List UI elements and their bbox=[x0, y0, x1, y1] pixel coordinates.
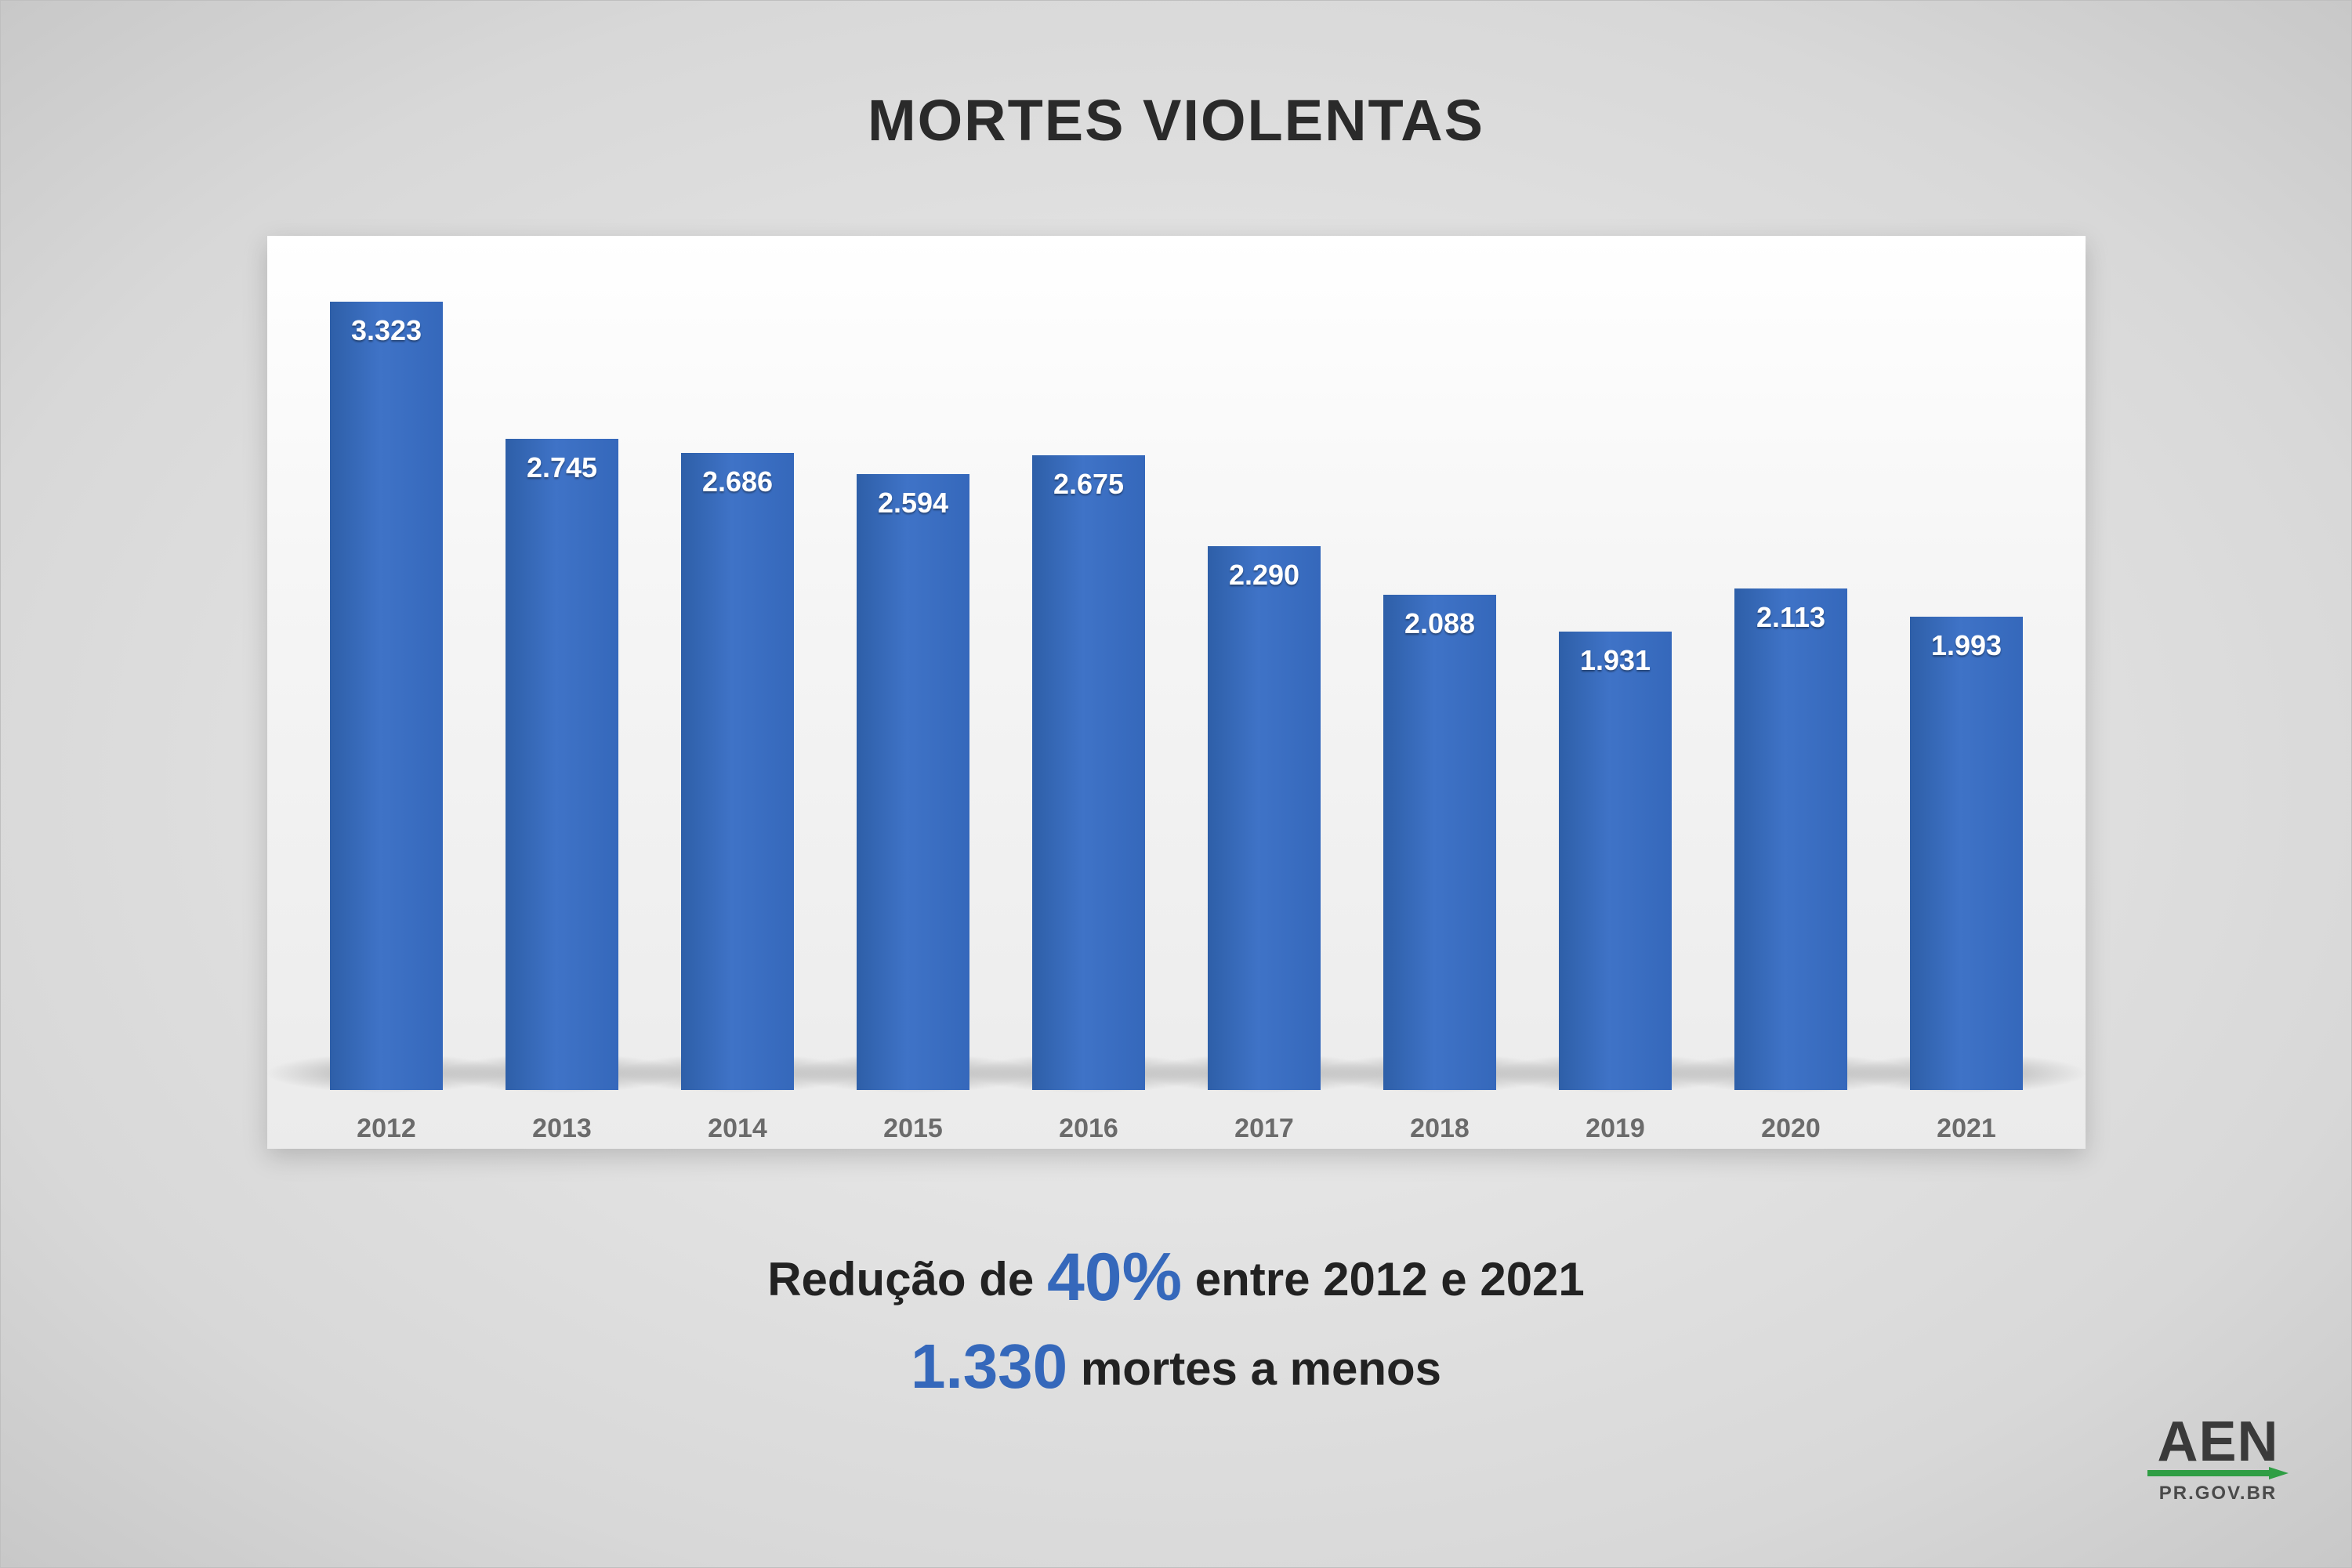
caption-line1-pre: Redução de bbox=[767, 1253, 1047, 1305]
xaxis-tick: 2014 bbox=[650, 1114, 825, 1144]
xaxis-tick: 2020 bbox=[1703, 1114, 1879, 1144]
bar-value-label: 1.931 bbox=[1559, 644, 1671, 677]
bar-chart-plot: 3.323 2.745 2.686 2.594 2.675 2.290 2.088 1.931… bbox=[299, 259, 2054, 1090]
xaxis-tick: 2016 bbox=[1001, 1114, 1176, 1144]
bar-value-label: 2.686 bbox=[681, 465, 793, 498]
logo-sub-text: PR.GOV.BR bbox=[2147, 1483, 2289, 1505]
logo-arrow-icon bbox=[2147, 1468, 2289, 1478]
bar: 1.931 bbox=[1559, 632, 1671, 1090]
xaxis-tick: 2012 bbox=[299, 1114, 474, 1144]
bar: 2.088 bbox=[1383, 595, 1495, 1090]
bar-slot: 2.290 bbox=[1176, 259, 1352, 1090]
caption-line2-post: mortes a menos bbox=[1067, 1342, 1441, 1395]
bar-chart-xaxis: 2012201320142015201620172018201920202021 bbox=[299, 1090, 2054, 1144]
bar-slot: 3.323 bbox=[299, 259, 474, 1090]
bar-slot: 2.594 bbox=[825, 259, 1001, 1090]
bar-value-label: 1.993 bbox=[1910, 629, 2022, 662]
caption-line2-big: 1.330 bbox=[911, 1331, 1067, 1401]
bar-slot: 1.931 bbox=[1528, 259, 1703, 1090]
bar: 1.993 bbox=[1910, 617, 2022, 1090]
bar: 2.686 bbox=[681, 453, 793, 1090]
bar-value-label: 2.113 bbox=[1734, 601, 1846, 634]
bar: 2.113 bbox=[1734, 588, 1846, 1090]
bar-value-label: 2.675 bbox=[1032, 468, 1144, 501]
bar: 3.323 bbox=[330, 302, 442, 1090]
bar-slot: 2.745 bbox=[474, 259, 650, 1090]
bar: 2.675 bbox=[1032, 455, 1144, 1090]
bar: 2.745 bbox=[506, 439, 618, 1090]
xaxis-tick: 2019 bbox=[1528, 1114, 1703, 1144]
caption-line1-post: entre 2012 e 2021 bbox=[1182, 1253, 1585, 1305]
bar-value-label: 2.594 bbox=[857, 487, 969, 520]
source-logo: AEN PR.GOV.BR bbox=[2147, 1419, 2289, 1505]
bar-slot: 2.686 bbox=[650, 259, 825, 1090]
bar-value-label: 3.323 bbox=[330, 314, 442, 347]
page-title: MORTES VIOLENTAS bbox=[1, 87, 2351, 154]
xaxis-tick: 2015 bbox=[825, 1114, 1001, 1144]
caption-line-2: 1.330 mortes a menos bbox=[1, 1331, 2351, 1403]
bar-value-label: 2.290 bbox=[1208, 559, 1320, 592]
bar-slot: 2.088 bbox=[1352, 259, 1528, 1090]
bar: 2.594 bbox=[857, 474, 969, 1090]
xaxis-tick: 2017 bbox=[1176, 1114, 1352, 1144]
caption-line1-big: 40% bbox=[1047, 1240, 1182, 1315]
logo-top-text: AEN bbox=[2147, 1419, 2289, 1465]
bar-value-label: 2.088 bbox=[1383, 607, 1495, 640]
xaxis-tick: 2013 bbox=[474, 1114, 650, 1144]
xaxis-tick: 2018 bbox=[1352, 1114, 1528, 1144]
bar-value-label: 2.745 bbox=[506, 451, 618, 484]
bar-slot: 2.113 bbox=[1703, 259, 1879, 1090]
xaxis-tick: 2021 bbox=[1879, 1114, 2054, 1144]
bar-slot: 2.675 bbox=[1001, 259, 1176, 1090]
page: MORTES VIOLENTAS 3.323 2.745 2.686 2.594 2.6… bbox=[0, 0, 2352, 1568]
caption-line-1: Redução de 40% entre 2012 e 2021 bbox=[1, 1239, 2351, 1316]
bar-slot: 1.993 bbox=[1879, 259, 2054, 1090]
chart-caption: Redução de 40% entre 2012 e 2021 1.330 m… bbox=[1, 1239, 2351, 1403]
bar-chart-card: 3.323 2.745 2.686 2.594 2.675 2.290 2.088 1.931… bbox=[267, 236, 2086, 1149]
bar: 2.290 bbox=[1208, 546, 1320, 1090]
